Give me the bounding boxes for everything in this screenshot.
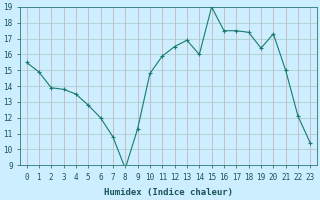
- X-axis label: Humidex (Indice chaleur): Humidex (Indice chaleur): [104, 188, 233, 197]
